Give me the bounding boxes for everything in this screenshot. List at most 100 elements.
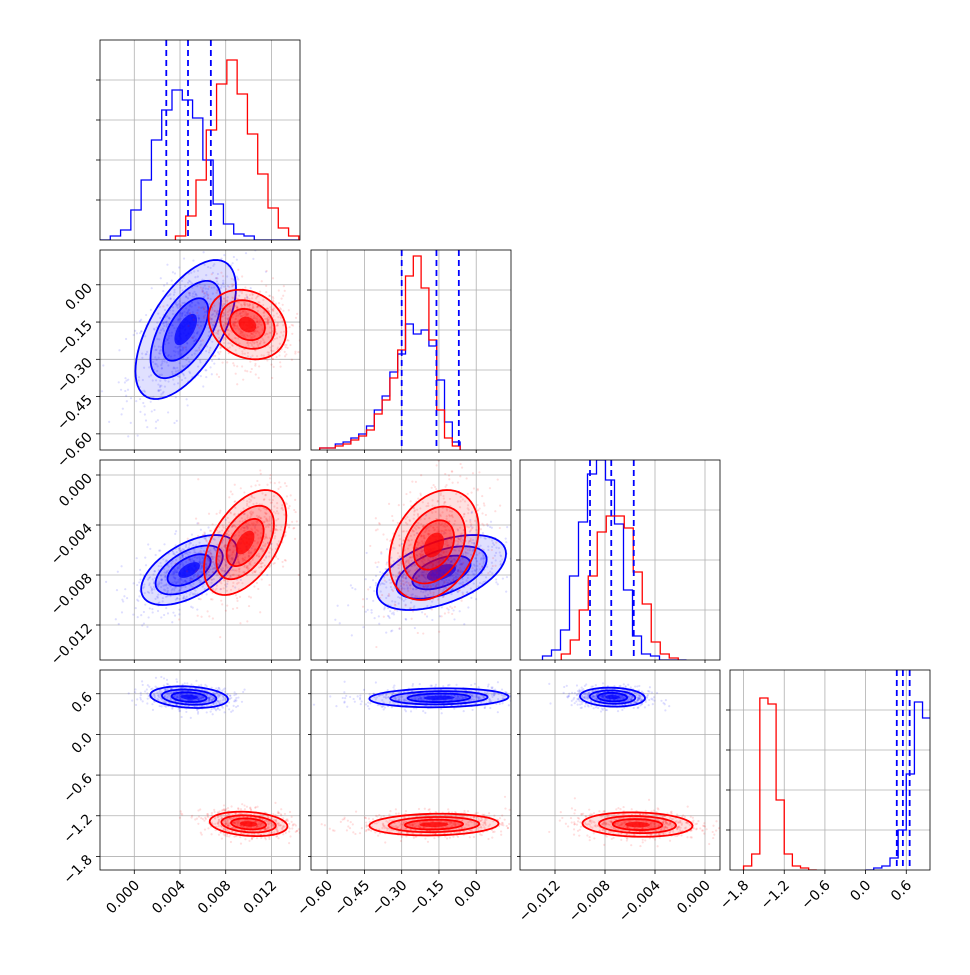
sample-point-red (198, 306, 200, 308)
sample-point-blue (226, 705, 228, 707)
sample-point-blue (388, 616, 390, 618)
sample-point-red (307, 349, 309, 351)
sample-point-blue (146, 426, 148, 428)
sample-point-blue (139, 398, 141, 400)
sample-point-blue (535, 600, 537, 602)
sample-point-blue (232, 243, 234, 245)
sample-point-red (217, 290, 219, 292)
sample-point-blue (426, 615, 428, 617)
sample-point-blue (125, 338, 127, 340)
sample-point-red (442, 595, 444, 597)
sample-point-blue (181, 716, 183, 718)
sample-point-red (411, 480, 413, 482)
sample-point-red (204, 314, 206, 316)
sample-point-blue (127, 389, 129, 391)
sample-point-blue (209, 366, 211, 368)
sample-point-blue (235, 699, 237, 701)
sample-point-blue (186, 682, 188, 684)
sample-point-red (386, 538, 388, 540)
sample-point-blue (385, 631, 387, 633)
sample-point-blue (140, 698, 142, 700)
sample-point-red (322, 518, 324, 520)
sample-point-red (303, 506, 305, 508)
pair-panel-1-content (95, 442, 325, 660)
sample-point-blue (137, 600, 139, 602)
pair-panel-1 (95, 442, 325, 660)
sample-point-blue (530, 549, 532, 551)
sample-point-blue (120, 389, 122, 391)
sample-point-blue (139, 411, 141, 413)
sample-point-red (398, 504, 400, 506)
sample-point-red (207, 294, 209, 296)
sample-point-red (289, 811, 291, 813)
sample-point-red (219, 351, 221, 353)
sample-point-blue (195, 680, 197, 682)
sample-point-red (279, 307, 281, 309)
sample-point-red (388, 595, 390, 597)
sample-point-red (232, 608, 234, 610)
sample-point-blue (152, 611, 154, 613)
sample-point-blue (229, 695, 231, 697)
sample-point-blue (144, 604, 146, 606)
sample-point-red (298, 574, 300, 576)
sample-point-blue (372, 600, 374, 602)
sample-point-blue (166, 679, 168, 681)
sample-point-red (466, 477, 468, 479)
sample-point-red (187, 538, 189, 540)
sample-point-red (375, 646, 377, 648)
sample-point-red (305, 355, 307, 357)
sample-point-blue (505, 537, 507, 539)
sample-point-blue (136, 584, 138, 586)
sample-point-red (399, 627, 401, 629)
sample-point-blue (367, 609, 369, 611)
sample-point-blue (197, 712, 199, 714)
sample-point-blue (120, 413, 122, 415)
sample-point-blue (193, 247, 195, 249)
sample-point-red (191, 337, 193, 339)
sample-point-blue (151, 687, 153, 689)
sample-point-blue (175, 530, 177, 532)
sample-point-red (446, 607, 448, 609)
sample-point-blue (105, 581, 107, 583)
sample-point-red (219, 512, 221, 514)
sample-point-blue (378, 615, 380, 617)
sample-point-red (291, 333, 293, 335)
sample-point-red (193, 319, 195, 321)
sample-point-red (235, 594, 237, 596)
sample-point-blue (149, 607, 151, 609)
sample-point-blue (223, 254, 225, 256)
sample-point-red (219, 289, 221, 291)
sample-point-blue (192, 607, 194, 609)
sample-point-blue (232, 709, 234, 711)
sample-point-red (448, 474, 450, 476)
sample-point-blue (211, 360, 213, 362)
sample-point-red (285, 353, 287, 355)
sample-point-red (187, 325, 189, 327)
sample-point-red (203, 317, 205, 319)
sample-point-blue (124, 390, 126, 392)
sample-point-red (382, 533, 384, 535)
sample-point-blue (142, 684, 144, 686)
sample-point-red (379, 597, 381, 599)
sample-point-blue (225, 245, 227, 247)
sample-point-blue (126, 597, 128, 599)
sample-point-blue (237, 696, 239, 698)
sample-point-red (206, 310, 208, 312)
sample-point-red (272, 563, 274, 565)
sample-point-blue (147, 616, 149, 618)
sample-point-red (237, 269, 239, 271)
sample-point-blue (234, 691, 236, 693)
sample-point-red (248, 605, 250, 607)
sample-point-red (241, 803, 243, 805)
sample-point-red (376, 528, 378, 530)
sample-point-blue (467, 606, 469, 608)
sample-point-blue (136, 557, 138, 559)
sample-point-red (499, 504, 501, 506)
sample-point-blue (135, 607, 137, 609)
sample-point-blue (141, 680, 143, 682)
sample-point-red (483, 534, 485, 536)
sample-point-red (222, 275, 224, 277)
sample-point-red (290, 494, 292, 496)
sample-point-blue (379, 571, 381, 573)
